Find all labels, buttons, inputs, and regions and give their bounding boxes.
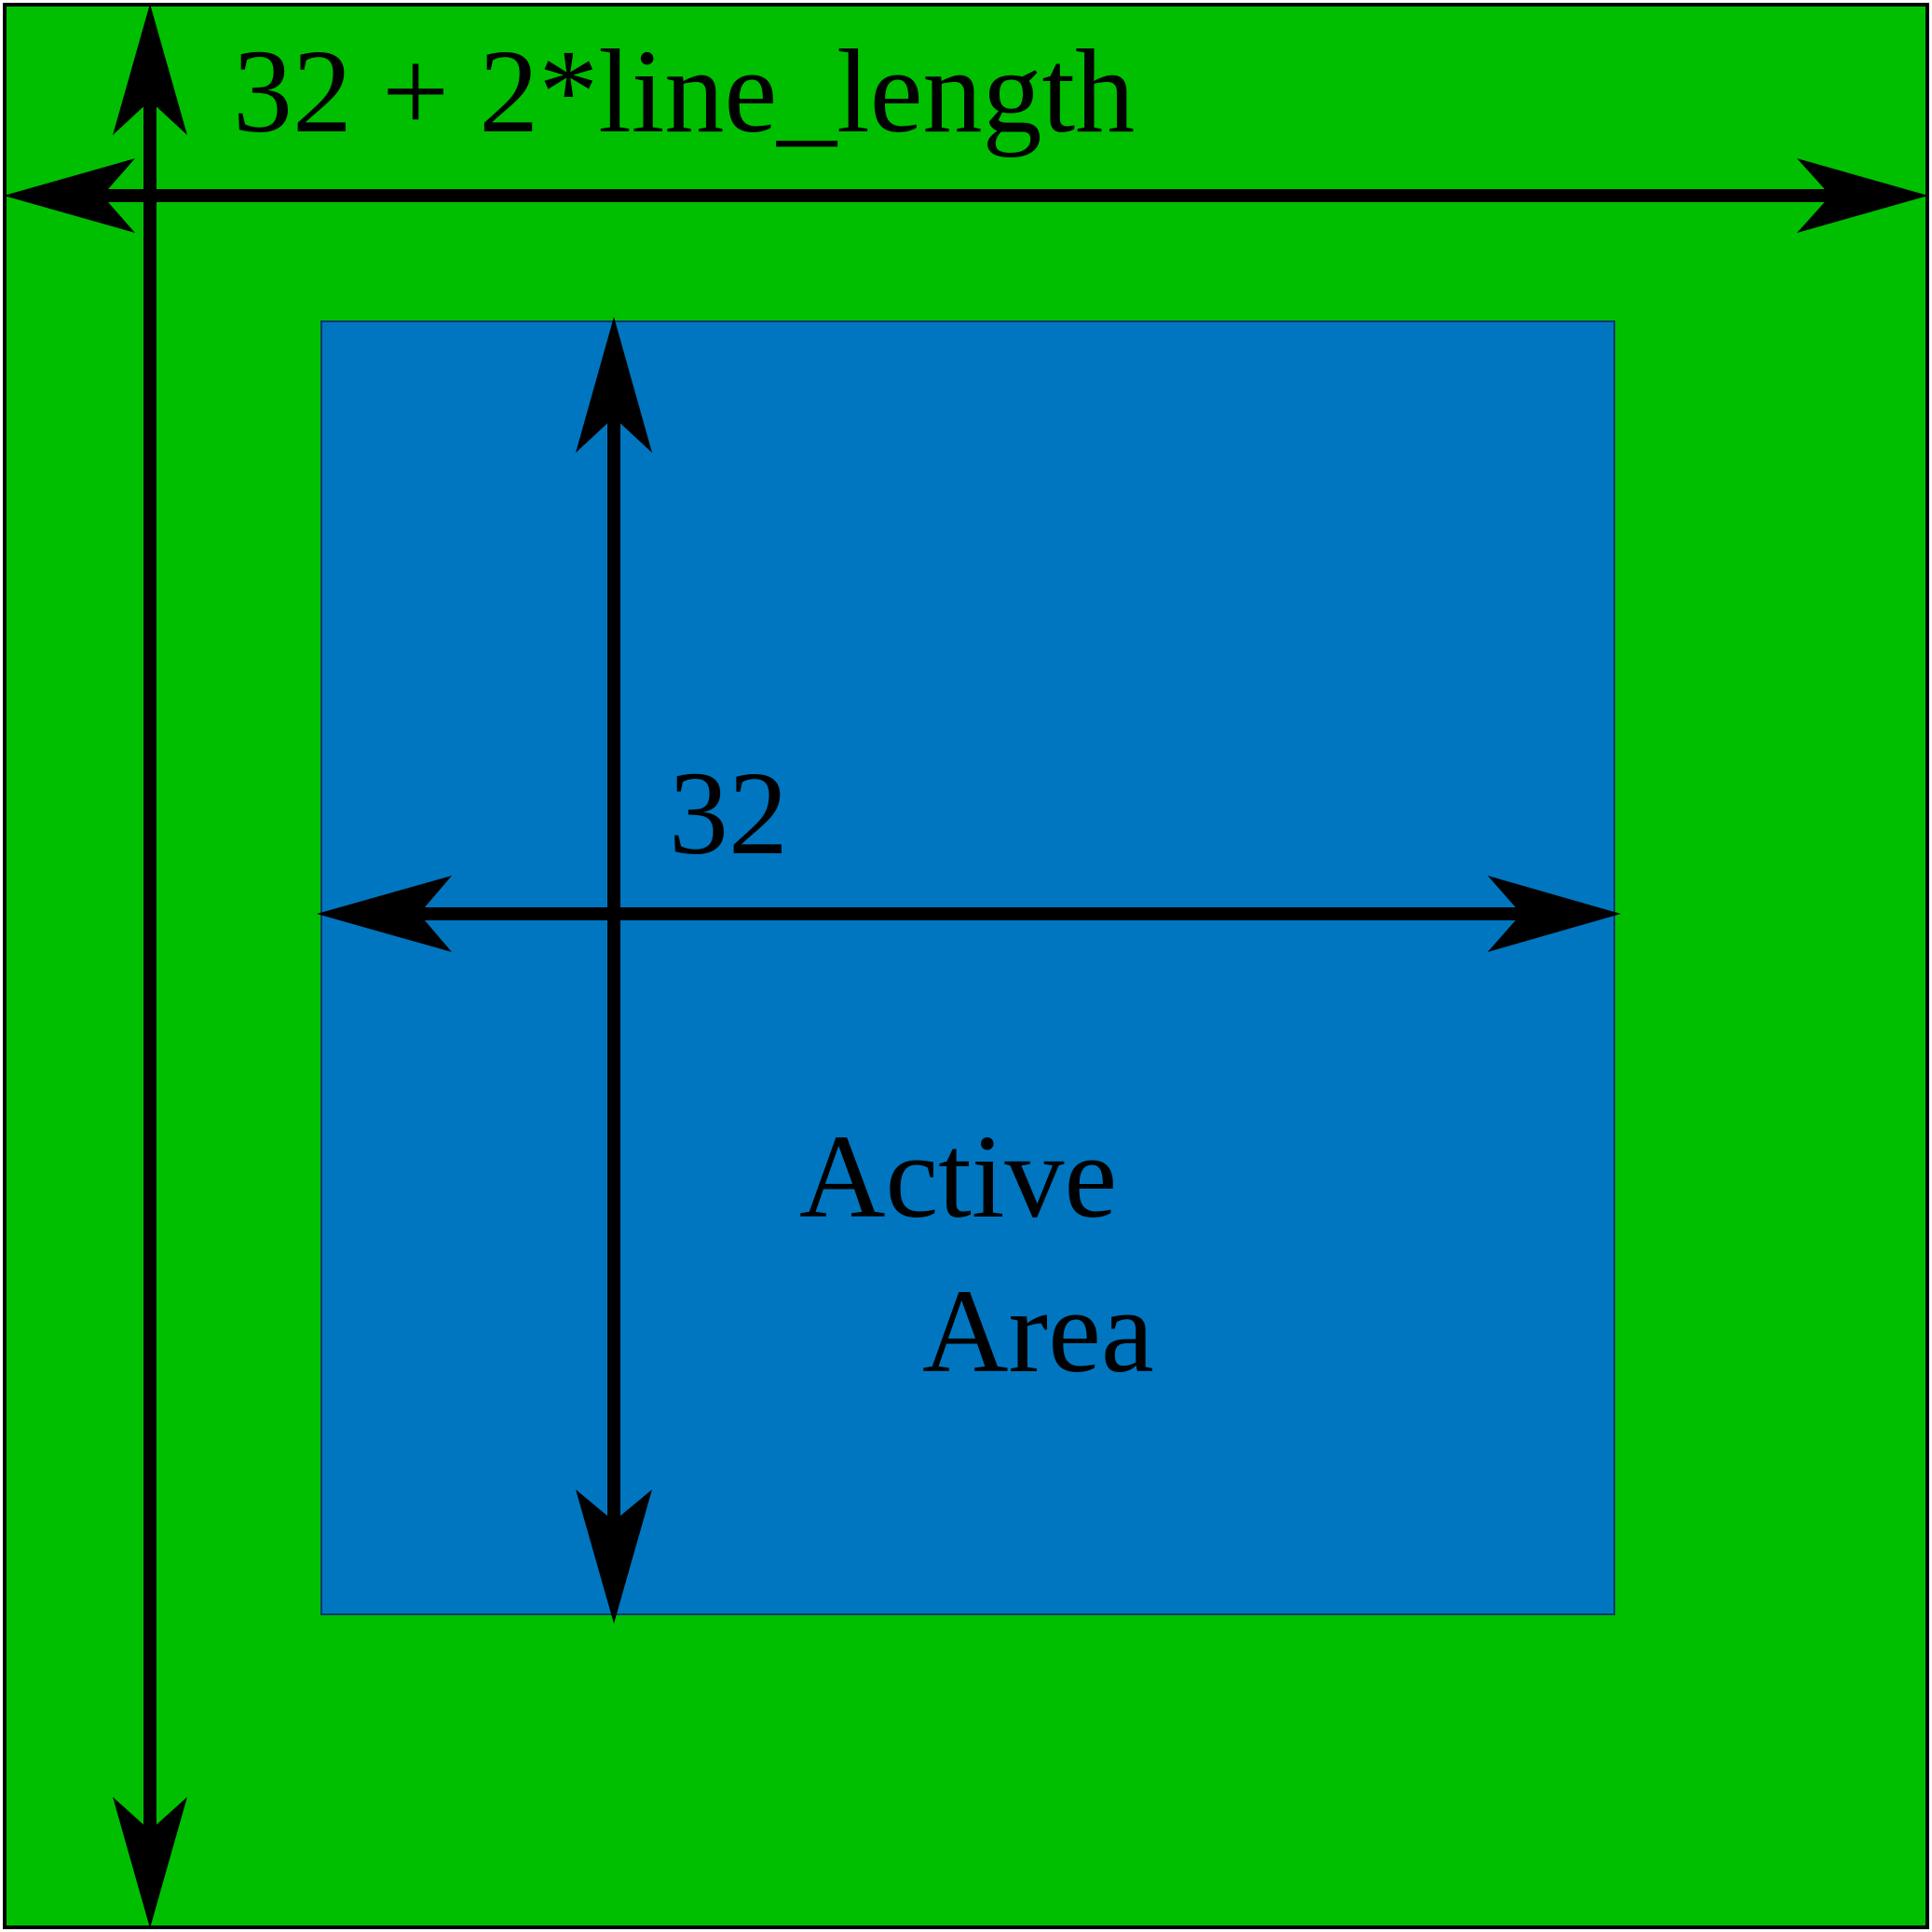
- inner-dimension-label: 32: [669, 747, 788, 879]
- outer-dimension-label: 32 + 2*line_length: [233, 25, 1135, 157]
- active-area-label-line2: Area: [922, 1265, 1154, 1397]
- active-area-region: [321, 321, 1614, 1614]
- active-area-label-line1: Active: [799, 1110, 1117, 1243]
